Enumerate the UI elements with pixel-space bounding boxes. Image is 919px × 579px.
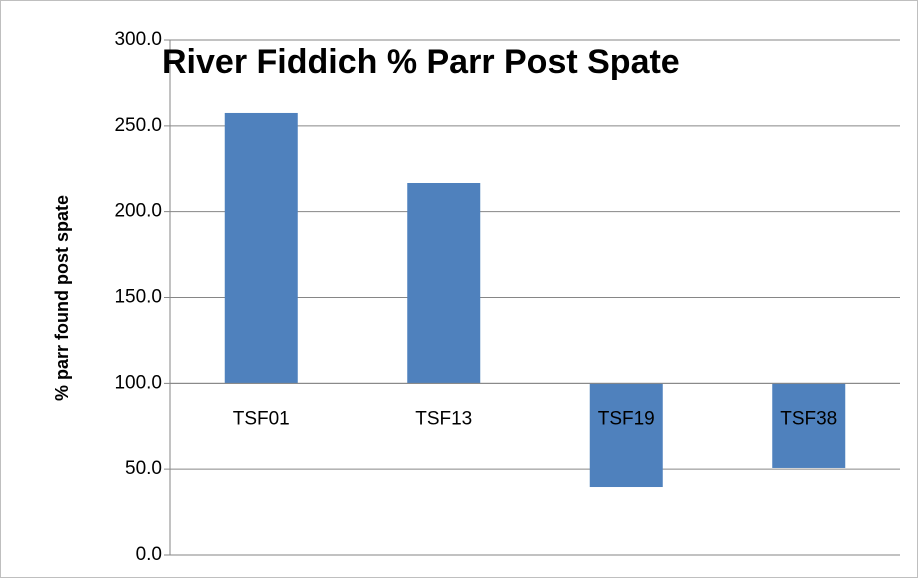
y-tick-label: 250.0 xyxy=(114,115,162,136)
x-tick-label: TSF01 xyxy=(233,408,290,429)
x-tick-label: TSF13 xyxy=(415,408,472,429)
bar xyxy=(589,383,663,488)
y-tick-label: 0.0 xyxy=(136,544,162,565)
y-axis-label: % parr found post spate xyxy=(52,195,72,401)
chart-title: River Fiddich % Parr Post Spate xyxy=(162,43,680,81)
y-tick-label: 300.0 xyxy=(114,29,162,50)
bar xyxy=(224,112,298,384)
y-tick-label: 200.0 xyxy=(114,201,162,222)
x-tick-label: TSF19 xyxy=(598,408,655,429)
bar xyxy=(407,182,481,384)
y-tick-label: 50.0 xyxy=(125,458,162,479)
bar xyxy=(772,383,846,468)
y-tick-label: 150.0 xyxy=(114,287,162,308)
y-tick-label: 100.0 xyxy=(114,372,162,393)
x-tick-label: TSF38 xyxy=(780,408,837,429)
